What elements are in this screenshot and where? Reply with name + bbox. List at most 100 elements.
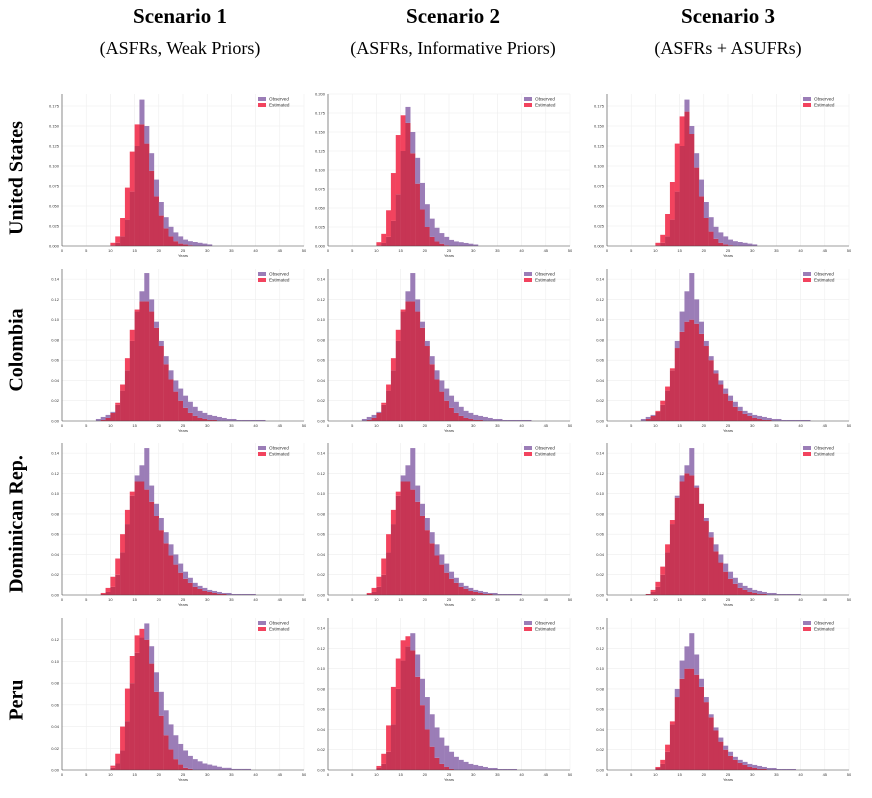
bar-overlap — [395, 688, 401, 770]
bar-overlap — [718, 741, 724, 770]
bar-observed — [419, 182, 425, 210]
bar-observed — [694, 654, 700, 675]
bar-overlap — [684, 473, 690, 595]
bar-observed — [202, 412, 208, 419]
bar-observed — [458, 582, 464, 587]
bar-estimated — [650, 589, 656, 592]
y-tick-label: 0.14 — [596, 277, 605, 282]
bar-observed — [444, 388, 450, 401]
x-tick-label: 35 — [229, 248, 234, 253]
bar-observed — [153, 503, 159, 516]
bar-estimated — [371, 587, 377, 592]
bar-overlap — [187, 412, 193, 421]
bar-overlap — [129, 191, 135, 246]
bar-overlap — [713, 551, 719, 595]
bar-overlap — [660, 404, 666, 421]
bar-estimated — [386, 534, 392, 553]
y-tick-label: 0.075 — [594, 184, 605, 189]
bar-observed — [795, 419, 801, 421]
bar-observed — [771, 592, 777, 595]
bar-overlap — [429, 543, 435, 595]
bar-overlap — [458, 586, 464, 595]
bar-estimated — [129, 329, 135, 341]
bar-estimated — [669, 721, 675, 725]
bar-estimated — [660, 234, 666, 243]
x-tick-label: 0 — [327, 248, 330, 253]
bar-observed — [732, 241, 738, 246]
bar-observed — [463, 410, 469, 418]
bar-overlap — [708, 360, 714, 421]
bar-estimated — [115, 402, 121, 405]
legend-swatch-estimated — [524, 103, 532, 107]
y-tick-label: 0.08 — [596, 511, 605, 516]
y-tick-label: 0.175 — [49, 104, 60, 109]
y-tick-label: 0.08 — [51, 511, 60, 516]
y-tick-label: 0.06 — [51, 532, 60, 537]
bar-observed — [197, 242, 203, 246]
x-tick-label: 45 — [544, 772, 549, 777]
bar-estimated — [110, 765, 116, 768]
bar-estimated — [674, 143, 680, 192]
bar-estimated — [660, 566, 666, 575]
bar-overlap — [660, 242, 666, 246]
y-tick-label: 0.00 — [317, 419, 326, 424]
y-tick-label: 0.12 — [596, 471, 605, 476]
y-tick-label: 0.14 — [317, 451, 326, 456]
x-tick-label: 20 — [157, 597, 162, 602]
bar-observed — [144, 273, 150, 302]
bar-observed — [245, 593, 251, 595]
x-tick-label: 25 — [726, 597, 731, 602]
bar-observed — [178, 743, 184, 765]
legend-label-observed: Observed — [814, 446, 834, 451]
x-tick-label: 50 — [568, 597, 572, 602]
y-tick-label: 0.04 — [317, 727, 326, 732]
bar-overlap — [434, 379, 440, 421]
bar-observed — [250, 593, 256, 595]
bar-observed — [439, 380, 445, 392]
bar-overlap — [434, 241, 440, 246]
bar-overlap — [684, 111, 690, 246]
bar-observed — [183, 239, 189, 245]
bar-overlap — [405, 122, 411, 246]
column-subtitle: (ASFRs, Weak Priors) — [99, 38, 261, 58]
x-tick-label: 50 — [302, 597, 306, 602]
bar-estimated — [124, 688, 130, 722]
bar-overlap — [752, 592, 758, 595]
x-tick-label: 20 — [423, 772, 428, 777]
x-tick-label: 40 — [798, 248, 803, 253]
bar-observed — [689, 273, 695, 320]
bar-estimated — [120, 534, 126, 553]
bar-overlap — [168, 236, 174, 246]
bar-overlap — [478, 592, 484, 595]
x-tick-label: 30 — [750, 597, 755, 602]
bar-observed — [245, 419, 251, 421]
bar-observed — [187, 755, 193, 769]
bar-overlap — [381, 763, 387, 770]
bar-observed — [163, 710, 169, 736]
bar-overlap — [732, 759, 738, 770]
y-tick-label: 0.10 — [317, 491, 326, 496]
x-tick-label: 35 — [495, 772, 500, 777]
bar-overlap — [669, 524, 675, 595]
bar-observed — [429, 714, 435, 747]
x-tick-label: 50 — [847, 423, 851, 428]
bar-observed — [429, 532, 435, 544]
bar-estimated — [129, 151, 135, 192]
bar-observed — [747, 412, 753, 416]
x-tick-label: 30 — [750, 772, 755, 777]
bar-overlap — [390, 724, 396, 770]
bar-estimated — [100, 592, 106, 594]
x-tick-label: 45 — [278, 597, 283, 602]
y-tick-label: 0.08 — [317, 511, 326, 516]
x-tick-label: 5 — [85, 248, 88, 253]
bar-observed — [732, 756, 738, 760]
bar-observed — [507, 419, 513, 421]
y-tick-label: 0.12 — [317, 471, 326, 476]
y-tick-label: 0.04 — [51, 378, 60, 383]
bar-estimated — [134, 635, 140, 653]
bar-observed — [410, 132, 416, 154]
bar-estimated — [124, 358, 130, 371]
x-tick-label: 10 — [653, 248, 658, 253]
bar-overlap — [737, 762, 743, 770]
x-tick-label: 35 — [229, 597, 234, 602]
